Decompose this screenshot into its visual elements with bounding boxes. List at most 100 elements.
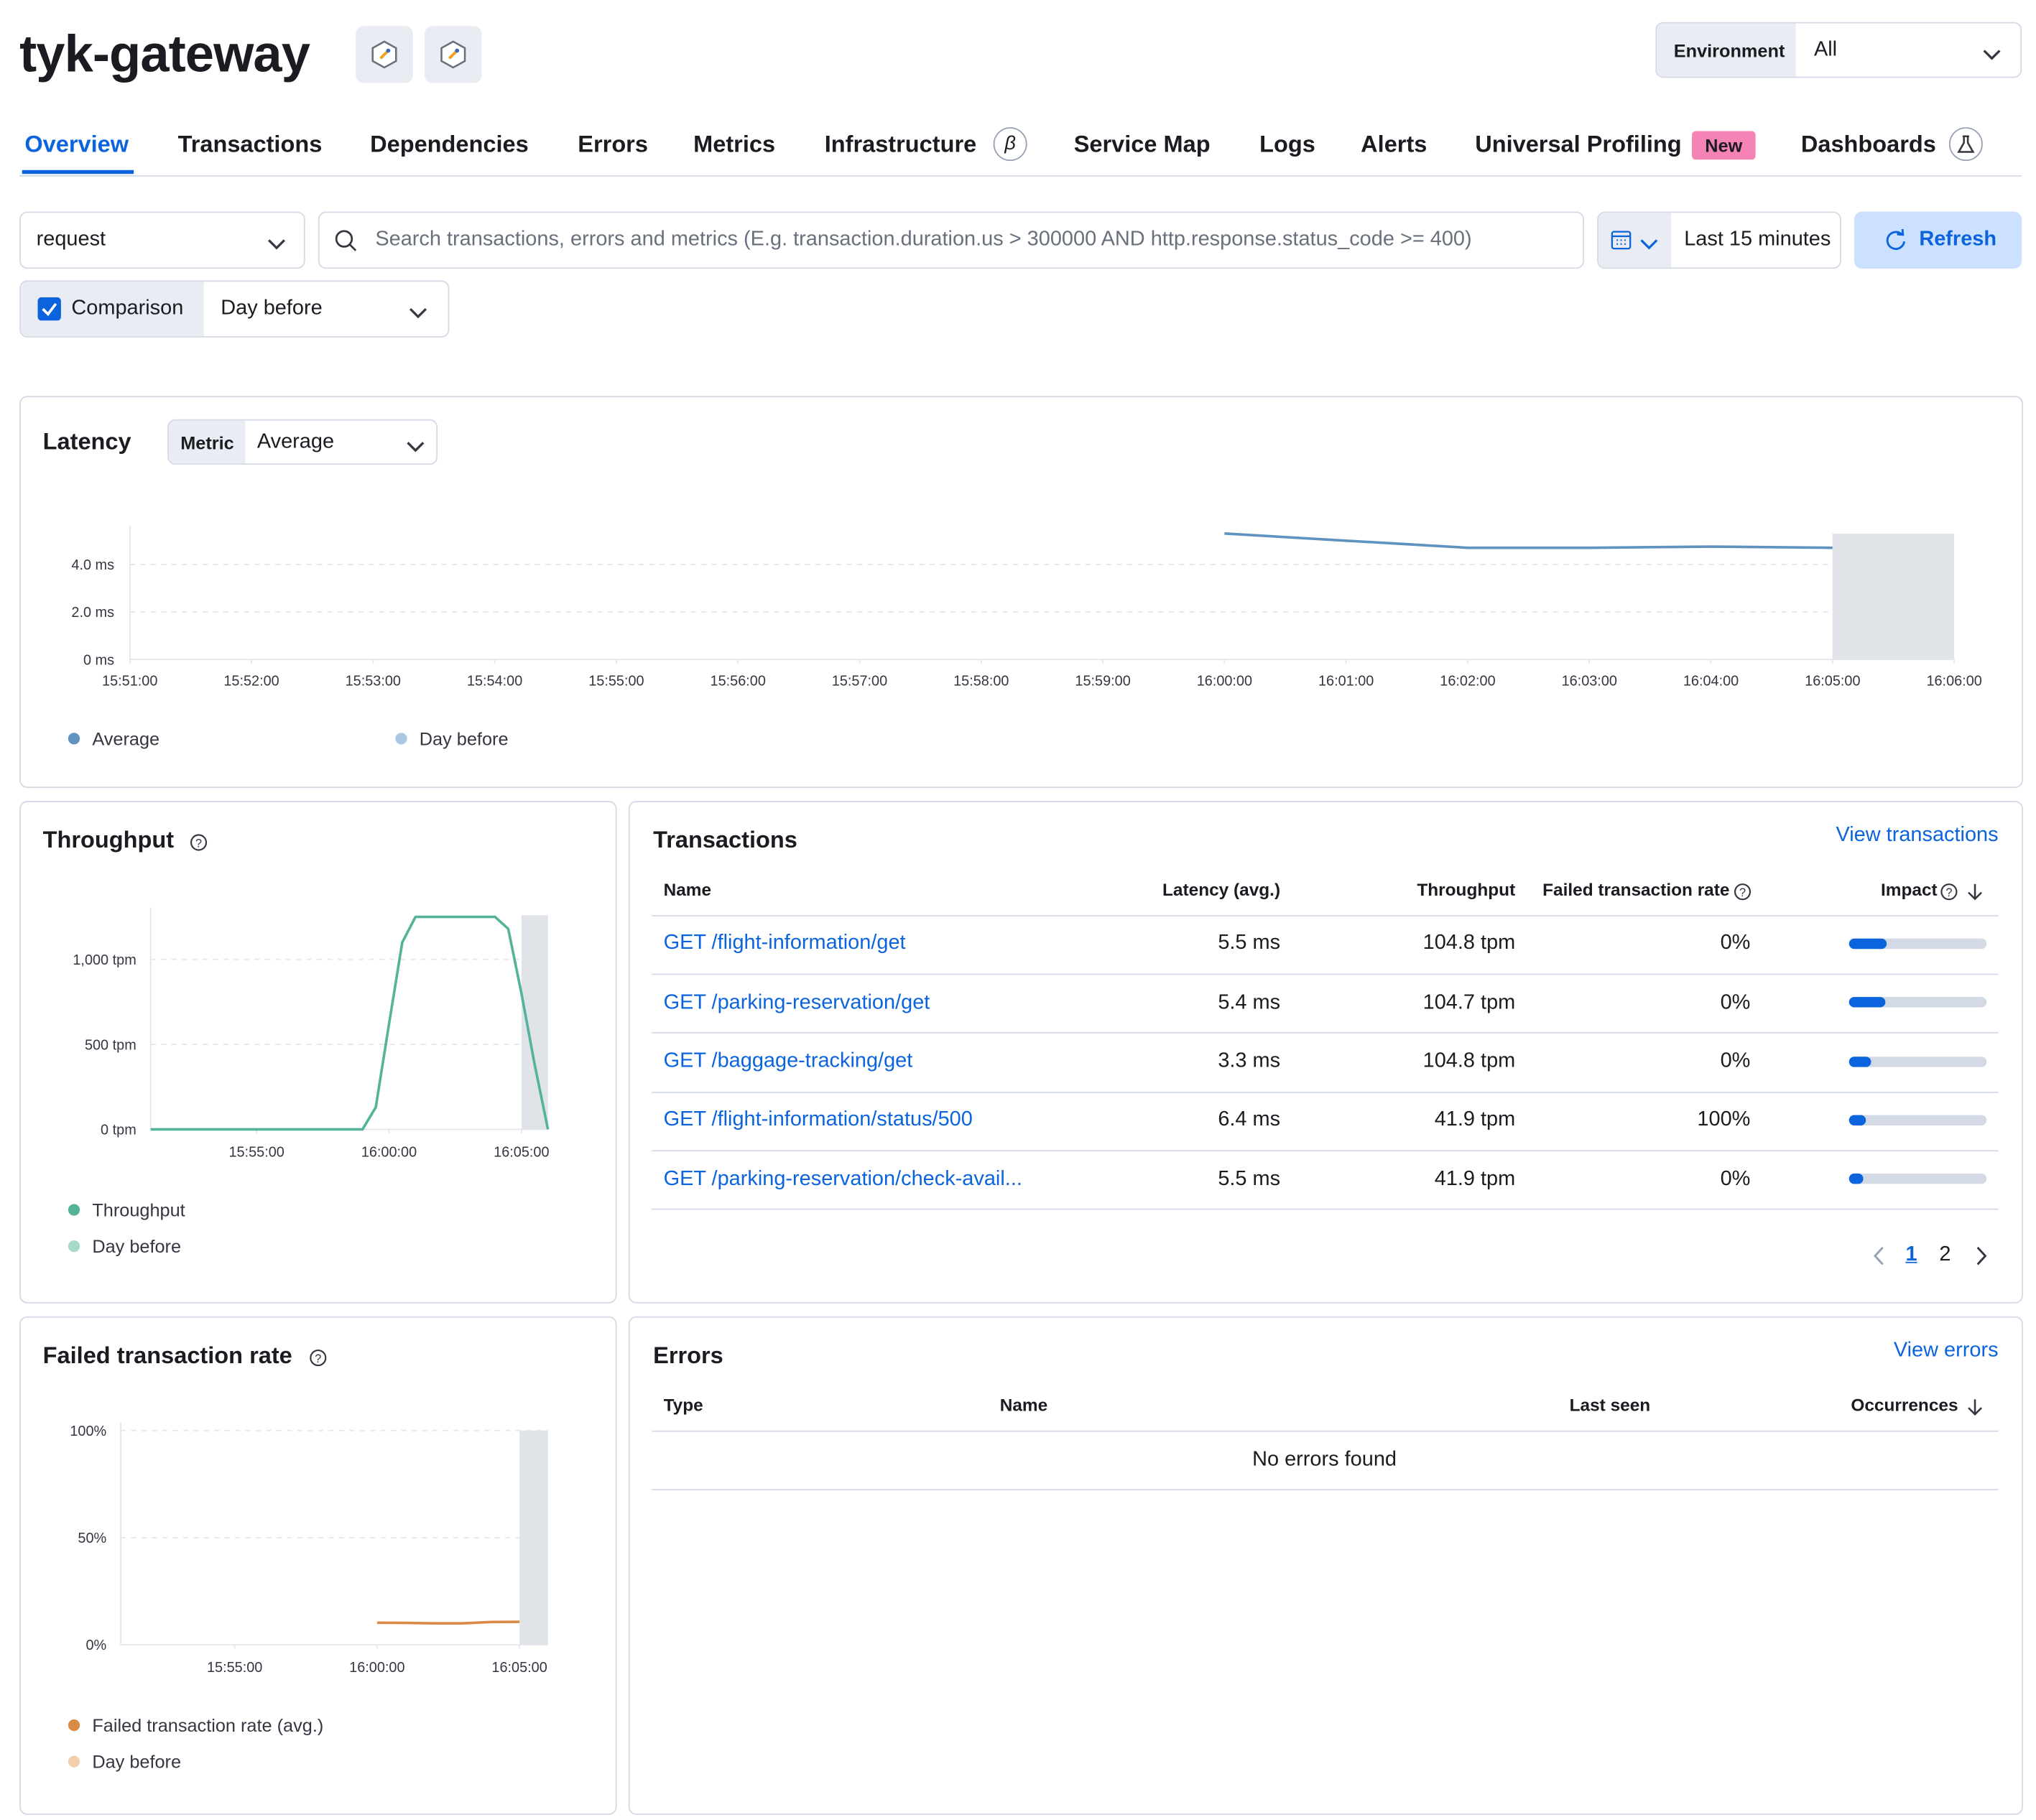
icon-part	[1976, 1246, 1987, 1266]
icon-part: ?	[190, 834, 208, 851]
icon-part	[190, 834, 208, 851]
transaction-name-link[interactable]: GET /baggage-tracking/get	[663, 1050, 913, 1072]
tab[interactable]: Dashboards	[1800, 131, 1936, 158]
icon-part	[37, 297, 61, 321]
help-icon: ?	[1734, 883, 1752, 901]
empty-message: No errors found	[1252, 1449, 1397, 1472]
transaction-name-link[interactable]: GET /parking-reservation/check-avail...	[663, 1167, 1022, 1190]
comparison-checkbox[interactable]	[37, 297, 61, 321]
column-header: Last seen	[1569, 1395, 1651, 1415]
tab[interactable]: Dependencies	[370, 131, 529, 158]
tab[interactable]: Infrastructure	[824, 131, 977, 158]
column-header: Failed transaction rate	[1542, 880, 1730, 900]
impact-bar	[1848, 997, 1885, 1008]
comparison-value[interactable]: Day before	[221, 297, 323, 320]
pagination-prev[interactable]	[1871, 1246, 1887, 1266]
icon-part	[37, 297, 61, 321]
errors-panel	[628, 1316, 2023, 1815]
impact-bar	[1848, 938, 1887, 950]
impact-bar	[1848, 1174, 1863, 1184]
icon-part	[335, 230, 353, 248]
icon-part	[335, 230, 357, 251]
icon-part: ?	[195, 837, 202, 850]
table-row-divider	[652, 973, 1999, 975]
beta-badge: β	[993, 127, 1027, 162]
tab[interactable]: Service Map	[1073, 131, 1211, 158]
icon-part: ?	[1940, 883, 1958, 901]
tab[interactable]: Logs	[1259, 131, 1315, 158]
column-header: Type	[663, 1395, 703, 1415]
time-range[interactable]: Last 15 minutes	[1684, 228, 1831, 251]
panel-title: Throughput	[42, 827, 175, 853]
tab[interactable]: Overview	[24, 131, 129, 158]
environment-label: Environment	[1673, 40, 1785, 61]
chevron-icon	[267, 233, 287, 250]
tab[interactable]: Universal Profiling	[1475, 131, 1682, 158]
tab[interactable]: Errors	[578, 131, 648, 158]
column-header[interactable]: Impact	[1880, 880, 1938, 900]
icon-part	[1968, 1407, 1982, 1416]
column-header: Name	[999, 1395, 1048, 1415]
chevron-icon	[408, 302, 429, 319]
pagination-page[interactable]: 1	[1905, 1244, 1917, 1266]
environment-value: All	[1813, 39, 1838, 62]
icon-part	[409, 308, 427, 319]
pagination-page[interactable]: 2	[1939, 1244, 1951, 1266]
view-errors-link[interactable]: View errors	[1893, 1340, 1999, 1362]
environment-prepend	[1657, 23, 1796, 77]
icon-part	[386, 48, 391, 53]
technical-preview-icon	[1948, 127, 1983, 162]
failed-rate-cell: 0%	[1720, 1167, 1751, 1190]
search-bar[interactable]	[318, 211, 1585, 269]
transaction-name-link[interactable]: GET /flight-information/status/500	[663, 1109, 973, 1131]
metric-label: Metric	[180, 432, 234, 453]
column-header[interactable]: Occurrences	[1851, 1395, 1958, 1415]
impact-bar	[1848, 1115, 1866, 1125]
icon-part	[1948, 127, 1983, 162]
icon-part	[1886, 228, 1905, 250]
panel-title: Latency	[42, 428, 131, 455]
refresh-label[interactable]: Refresh	[1919, 228, 1997, 251]
help-icon: ?	[309, 1349, 327, 1367]
sort-icon	[1966, 1398, 1984, 1416]
date-quick-menu[interactable]	[1598, 213, 1672, 268]
transaction-name-link[interactable]: GET /parking-reservation/get	[663, 991, 930, 1014]
refresh-button[interactable]	[1854, 211, 2022, 269]
icon-part	[1611, 231, 1632, 250]
transaction-name-link[interactable]: GET /flight-information/get	[663, 932, 906, 955]
tab[interactable]: Transactions	[177, 131, 323, 158]
tab[interactable]: Alerts	[1361, 131, 1427, 158]
pagination-next[interactable]	[1973, 1246, 1989, 1266]
impact-bar	[1848, 1056, 1871, 1067]
icon-part	[1873, 1246, 1884, 1266]
agent-icon	[369, 39, 399, 70]
new-badge: New	[1692, 131, 1756, 160]
failed-rate-cell: 100%	[1697, 1109, 1751, 1131]
column-header: Name	[663, 880, 712, 900]
transaction-type-select[interactable]	[19, 211, 305, 269]
column-header: Throughput	[1417, 880, 1516, 900]
failed-rate-panel	[19, 1316, 617, 1815]
latency-cell: 6.4 ms	[1218, 1109, 1281, 1131]
icon-part: ?	[1734, 883, 1752, 901]
tabs-divider	[19, 175, 2022, 177]
latency-cell: 5.5 ms	[1218, 1167, 1281, 1190]
icon-part	[407, 442, 425, 452]
comparison-label: Comparison	[71, 297, 184, 320]
throughput-cell: 41.9 tpm	[1434, 1109, 1516, 1131]
tab[interactable]: Metrics	[693, 131, 776, 158]
icon-part	[267, 239, 285, 250]
icon-part	[1616, 239, 1626, 245]
throughput-cell: 104.7 tpm	[1422, 991, 1516, 1014]
icon-part	[1983, 50, 2001, 60]
icon-part	[1640, 239, 1658, 250]
latency-cell: 5.5 ms	[1218, 932, 1281, 955]
view-transactions-link[interactable]: View transactions	[1836, 825, 1999, 848]
calendar-icon	[1610, 228, 1632, 251]
metric-value: Average	[256, 431, 335, 454]
throughput-cell: 104.8 tpm	[1422, 1050, 1516, 1072]
failed-rate-cell: 0%	[1720, 1050, 1751, 1072]
chevron-icon	[405, 436, 426, 452]
